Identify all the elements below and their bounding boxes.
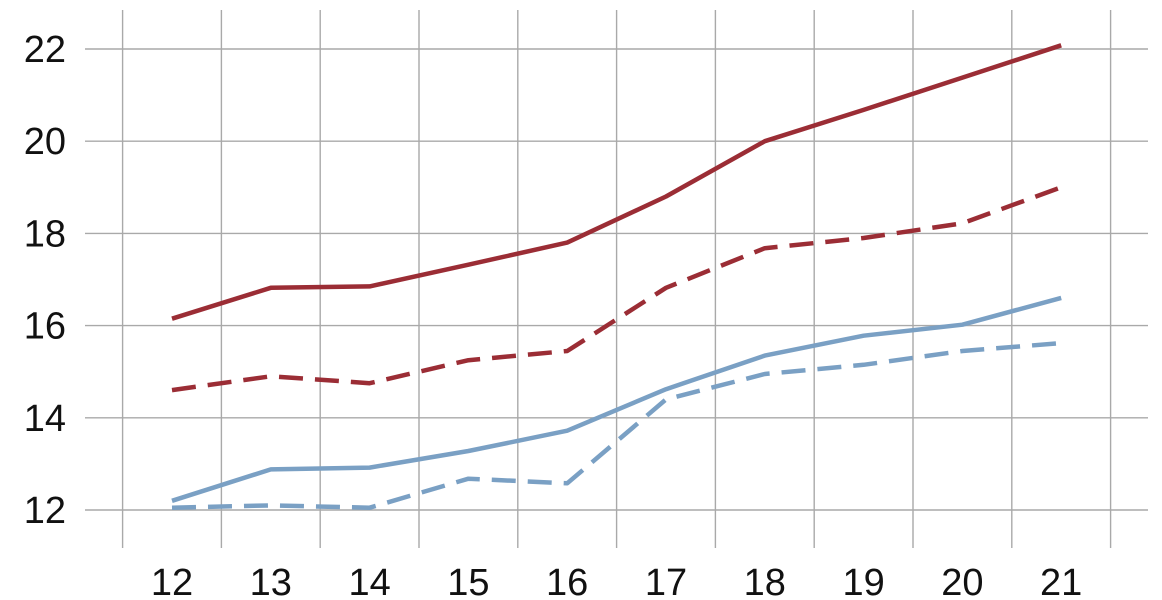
y-tick-label: 12 — [24, 490, 66, 532]
x-axis-tick-labels: 12 13 14 15 16 17 18 19 20 21 — [151, 562, 1082, 600]
series-line-4 — [171, 340, 1062, 510]
x-tick-label: 13 — [250, 562, 292, 600]
x-tick-label: 14 — [348, 562, 390, 600]
x-tick-label: 20 — [941, 562, 983, 600]
y-axis-tick-labels: 12 14 16 18 20 22 — [24, 29, 66, 532]
x-tick-label: 15 — [447, 562, 489, 600]
series-line-3 — [171, 295, 1062, 503]
x-tick-label: 17 — [645, 562, 687, 600]
y-tick-label: 16 — [24, 306, 66, 348]
series-lines — [171, 43, 1062, 510]
horizontal-gridlines — [85, 48, 1148, 511]
x-tick-label: 19 — [842, 562, 884, 600]
vertical-gridlines — [121, 10, 1112, 548]
x-tick-label: 18 — [744, 562, 786, 600]
y-tick-label: 14 — [24, 398, 66, 440]
x-tick-label: 12 — [151, 562, 193, 600]
x-tick-label: 16 — [546, 562, 588, 600]
y-tick-label: 18 — [24, 213, 66, 255]
y-tick-label: 20 — [24, 121, 66, 163]
series-line-2 — [171, 185, 1062, 393]
series-line-1 — [171, 43, 1062, 321]
x-tick-label: 21 — [1040, 562, 1082, 600]
y-tick-label: 22 — [24, 29, 66, 71]
